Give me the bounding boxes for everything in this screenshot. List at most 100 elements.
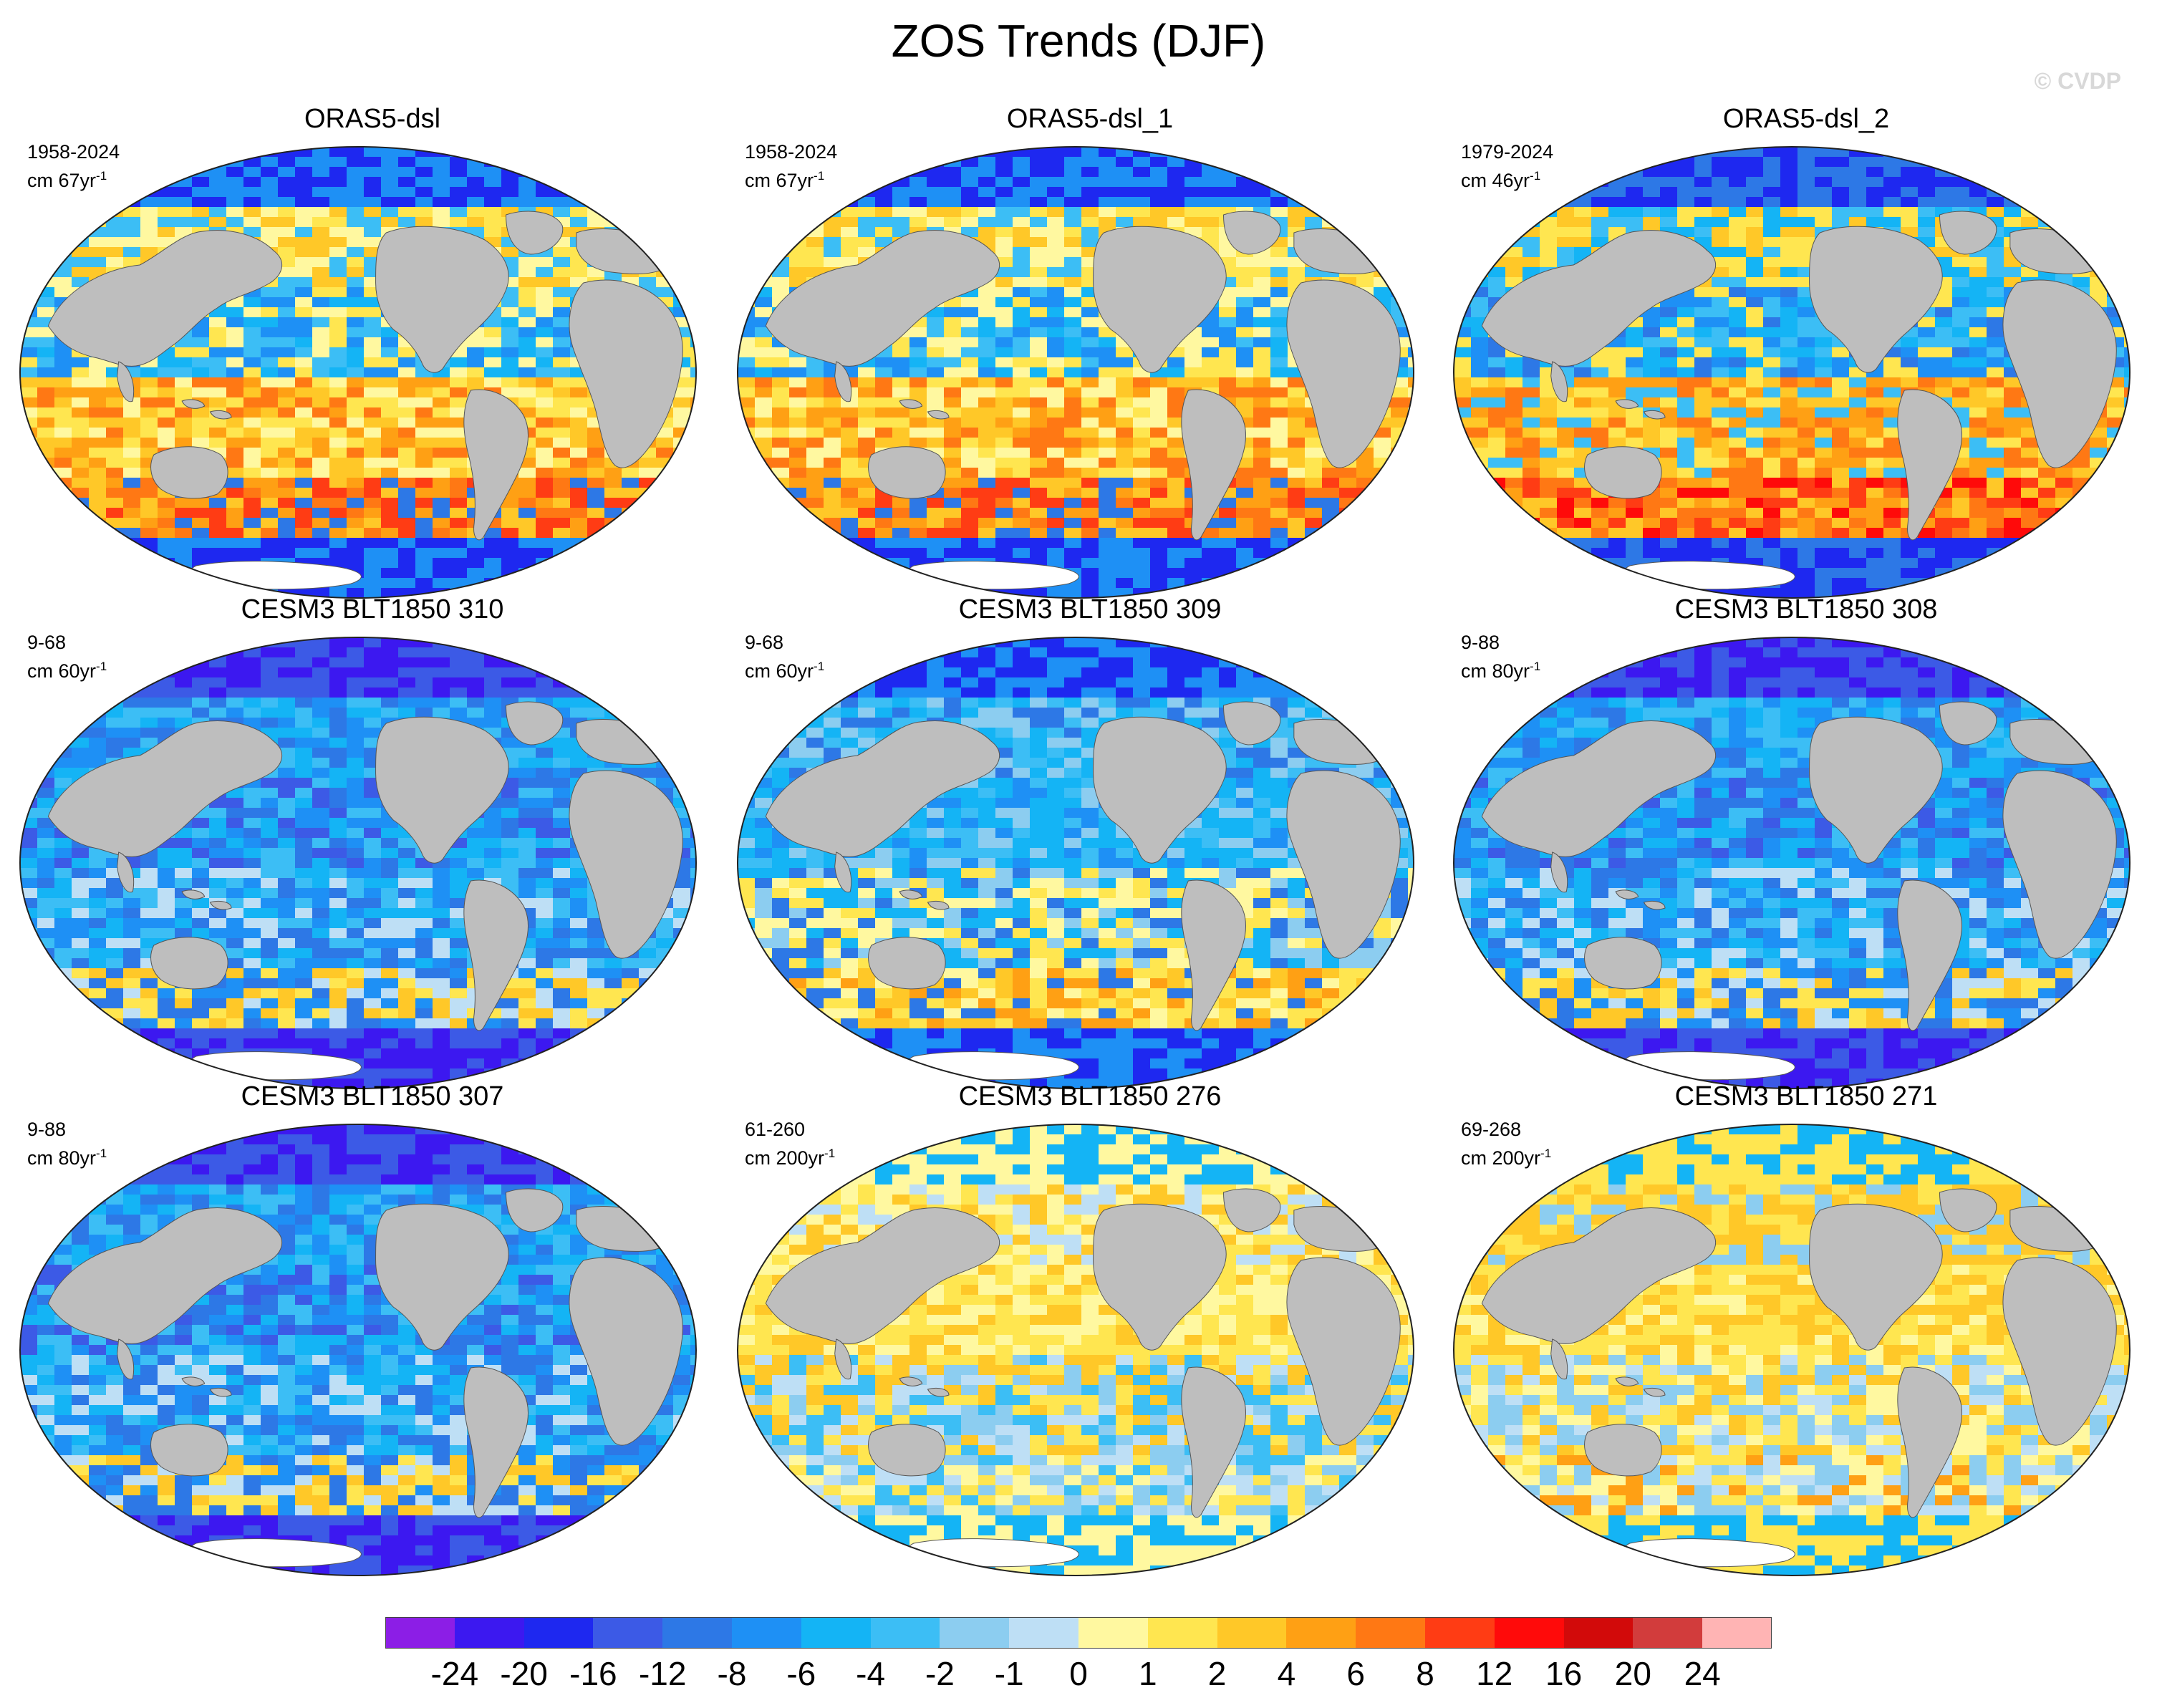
continent-landmass <box>899 1376 923 1386</box>
continent-landmass <box>927 900 950 910</box>
continent-landmass <box>375 716 509 864</box>
map-svg <box>1453 1124 2131 1576</box>
continent-landmass <box>1223 701 1281 746</box>
continent-landmass <box>506 211 564 255</box>
units-exponent: -1 <box>814 660 825 673</box>
map-outline <box>19 1124 697 1576</box>
colorbar-cell <box>1494 1617 1565 1649</box>
continent-landmass <box>209 1387 232 1397</box>
colorbar-tick-label: 4 <box>1277 1655 1296 1692</box>
colorbar-cell <box>1425 1617 1495 1649</box>
continent-landmass <box>1181 389 1246 541</box>
map-svg <box>737 1124 1414 1576</box>
colorbar-cell <box>801 1617 872 1649</box>
colorbar-cell <box>1078 1617 1149 1649</box>
units-text: cm 200yr <box>1461 1147 1541 1169</box>
panel-period: 9-68 <box>27 632 67 653</box>
continent-landmass <box>506 1188 564 1232</box>
continent-landmass <box>1223 211 1281 255</box>
continent-landmass <box>868 937 946 990</box>
map-svg <box>737 146 1414 599</box>
units-exponent: -1 <box>1530 169 1541 183</box>
panel-units: cm 60yr-1 <box>745 655 824 683</box>
continent-landmass <box>569 279 683 468</box>
colorbar-tick-label: -24 <box>430 1655 479 1692</box>
map-panel: ORAS5-dsl_2 1979-2024 cm 46yr-1 <box>1448 104 2157 599</box>
units-exponent: -1 <box>96 1147 107 1160</box>
panel-units: cm 200yr-1 <box>745 1142 835 1170</box>
continent-landmass <box>927 410 950 420</box>
map-svg <box>1453 637 2131 1089</box>
continent-landmass <box>1643 1387 1666 1397</box>
map-svg <box>19 637 697 1089</box>
continent-landmass <box>117 851 135 893</box>
map-outline <box>737 637 1414 1089</box>
continents <box>47 1188 683 1568</box>
continent-landmass <box>1286 279 1401 468</box>
map-outline <box>737 146 1414 599</box>
continent-landmass <box>834 851 852 893</box>
colorbar-cell <box>1563 1617 1634 1649</box>
units-text: cm 60yr <box>745 660 814 682</box>
continent-landmass <box>1897 1366 1962 1518</box>
map-field <box>738 637 1414 1089</box>
colorbar-tick-label: 6 <box>1346 1655 1365 1692</box>
colorbar-tick-label: -8 <box>717 1655 747 1692</box>
continent-landmass <box>1286 770 1401 959</box>
continent-landmass <box>209 410 232 420</box>
continent-landmass <box>1615 1376 1639 1386</box>
continent-landmass <box>1615 889 1639 899</box>
continent-landmass <box>375 1203 509 1351</box>
panel-title: CESM3 BLT1850 310 <box>241 594 504 624</box>
continent-landmass <box>463 389 529 541</box>
panel-period: 1958-2024 <box>27 141 120 163</box>
map-panel: CESM3 BLT1850 308 9-88 cm 80yr-1 <box>1448 594 2157 1089</box>
continent-landmass <box>1584 446 1662 499</box>
units-text: cm 80yr <box>27 1147 97 1169</box>
continent-landmass <box>2002 770 2117 959</box>
panel-period: 69-268 <box>1461 1119 1522 1140</box>
map-field <box>1454 147 2130 598</box>
units-exponent: -1 <box>824 1147 836 1160</box>
panel-title: CESM3 BLT1850 309 <box>958 594 1222 624</box>
panel-title: CESM3 BLT1850 276 <box>958 1081 1222 1111</box>
continent-landmass <box>181 1376 206 1386</box>
continent-landmass <box>1181 879 1246 1031</box>
panel-period: 1958-2024 <box>745 141 838 163</box>
colorbar-tick-label: 24 <box>1684 1655 1721 1692</box>
map-field <box>20 637 696 1089</box>
panel-units: cm 80yr-1 <box>1461 655 1540 683</box>
panel-units: cm 60yr-1 <box>27 655 107 683</box>
continent-landmass <box>1223 1188 1281 1232</box>
continent-landmass <box>1093 716 1227 864</box>
continent-landmass <box>150 937 228 990</box>
map-panel: CESM3 BLT1850 309 9-68 cm 60yr-1 <box>732 594 1448 1089</box>
units-text: cm 200yr <box>745 1147 825 1169</box>
continent-landmass <box>927 1387 950 1397</box>
continent-landmass <box>899 399 923 409</box>
map-panel: ORAS5-dsl_1 1958-2024 cm 67yr-1 <box>732 104 1448 599</box>
continent-landmass <box>1550 1338 1568 1380</box>
map-field <box>1454 637 2130 1089</box>
colorbar-cell <box>593 1617 663 1649</box>
continent-landmass <box>868 446 946 499</box>
map-outline <box>19 637 697 1089</box>
units-exponent: -1 <box>96 169 107 183</box>
continents <box>765 701 1401 1081</box>
colorbar-tick-label: -1 <box>994 1655 1024 1692</box>
colorbar-cell <box>1286 1617 1356 1649</box>
panel-title: ORAS5-dsl_1 <box>1006 104 1174 134</box>
colorbar-tick-label: -20 <box>500 1655 548 1692</box>
colorbar-tick-label: 12 <box>1476 1655 1513 1692</box>
continent-landmass <box>1939 701 1997 746</box>
continent-landmass <box>1643 900 1666 910</box>
map-outline <box>1453 637 2131 1089</box>
continent-landmass <box>1286 1257 1401 1446</box>
panel-period: 9-88 <box>1461 632 1500 653</box>
panel-units: cm 46yr-1 <box>1461 164 1540 193</box>
panel-period: 61-260 <box>745 1119 806 1140</box>
colorbar-cell <box>940 1617 1010 1649</box>
colorbar-tick-label: -4 <box>856 1655 886 1692</box>
continent-landmass <box>1809 716 1943 864</box>
continent-landmass <box>2002 279 2117 468</box>
